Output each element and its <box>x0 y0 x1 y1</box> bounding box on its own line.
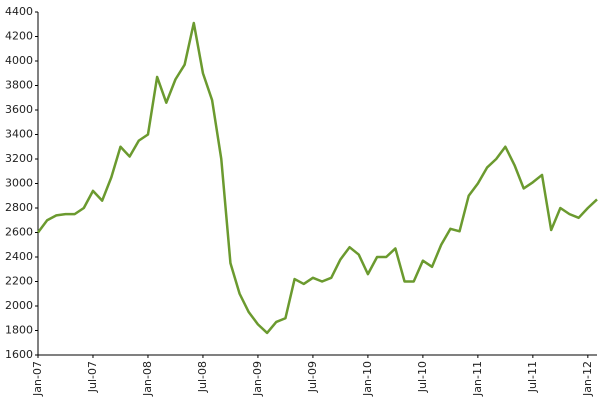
y-tick-label: 4200 <box>5 30 33 43</box>
y-tick-label: 1600 <box>5 348 33 361</box>
x-tick-label: Jul-11 <box>526 361 539 393</box>
x-tick-label: Jul-07 <box>86 361 99 393</box>
x-tick-label: Jan-11 <box>471 361 484 397</box>
x-tick-label: Jul-10 <box>416 361 429 393</box>
x-tick-label: Jan-07 <box>31 361 44 397</box>
x-tick-label: Jan-08 <box>141 361 154 397</box>
y-tick-label: 3400 <box>5 128 33 141</box>
data-line <box>36 21 598 335</box>
y-tick-label: 4000 <box>5 54 33 67</box>
y-tick-label: 2400 <box>5 250 33 263</box>
x-tick-label: Jul-09 <box>306 361 319 393</box>
y-tick-label: 3600 <box>5 103 33 116</box>
y-tick-label: 3800 <box>5 79 33 92</box>
y-tick-label: 2800 <box>5 201 33 214</box>
x-tick-label: Jan-09 <box>251 361 264 397</box>
y-tick-label: 3200 <box>5 152 33 165</box>
x-tick-label: Jan-10 <box>361 361 374 397</box>
x-tick-label: Jul-08 <box>196 361 209 393</box>
y-tick-label: 1800 <box>5 324 33 337</box>
y-tick-label: 4400 <box>5 5 33 18</box>
y-tick-label: 3000 <box>5 177 33 190</box>
y-tick-label: 2600 <box>5 226 33 239</box>
x-tick-label: Jan-12 <box>581 361 594 397</box>
y-tick-label: 2000 <box>5 299 33 312</box>
y-tick-label: 2200 <box>5 275 33 288</box>
